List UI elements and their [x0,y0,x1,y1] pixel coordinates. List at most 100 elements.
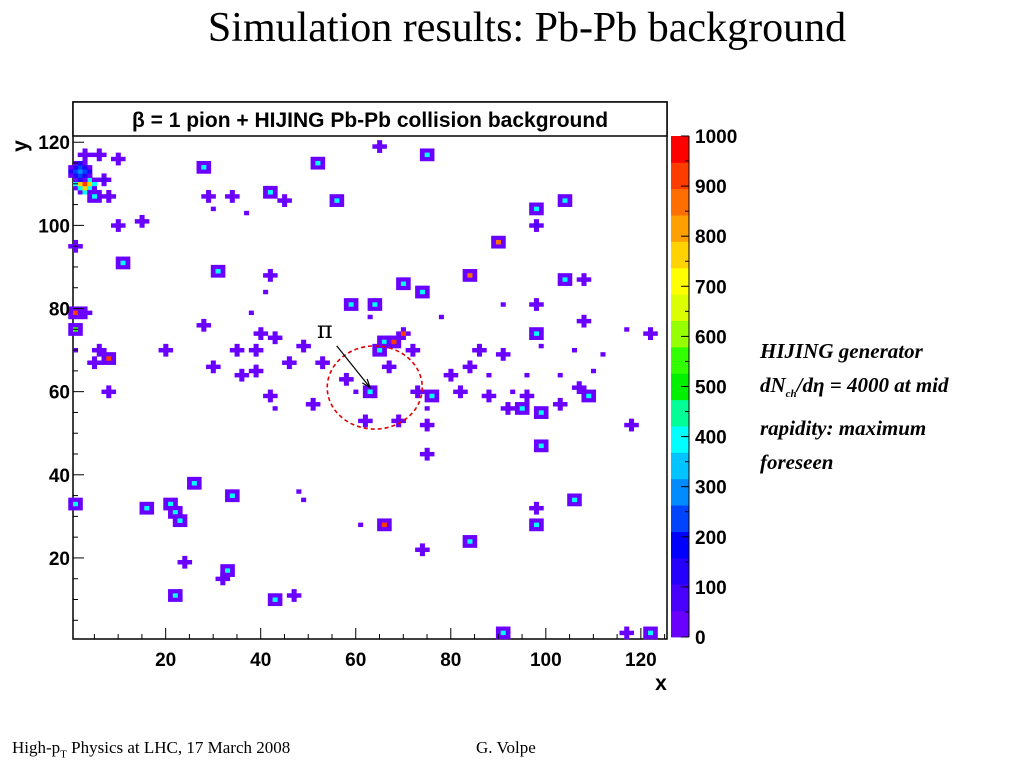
heatmap-cell [400,277,406,282]
heatmap-cell [372,298,378,303]
heatmap-cell [263,393,269,399]
heatmap-cell [505,626,511,631]
heatmap-cell [106,393,112,399]
heatmap-cell [77,152,83,158]
heatmap-cell [410,389,416,395]
color-scale-segment [671,478,689,506]
heatmap-cell [182,518,188,523]
heatmap-cell [462,364,468,370]
heatmap-cell [567,198,573,203]
heatmap-cell [652,630,658,636]
heatmap-cell [462,543,468,548]
heatmap-cell [96,352,102,357]
heatmap-cell [77,169,83,174]
heatmap-cell [476,348,482,353]
heatmap-cell [206,194,212,199]
heatmap-cell [239,377,245,382]
heatmap-cell [77,501,83,507]
heatmap-cell [419,148,425,153]
heatmap-cell [424,393,430,399]
heatmap-cell [120,156,126,162]
y-axis-label: y [9,140,32,152]
heatmap-cell [201,327,207,332]
heatmap-cell [339,202,345,207]
heatmap-cell [286,364,292,370]
heatmap-cell [272,406,278,411]
heatmap-cell [101,152,107,158]
heatmap-cell [538,343,544,349]
heatmap-cell [320,356,326,361]
footer-subscript: T [60,748,67,761]
heatmap-cell [524,397,530,403]
heatmap-cell [381,522,387,528]
y-tick-label: 100 [38,216,70,237]
heatmap-cell [263,289,269,295]
heatmap-cell [543,443,549,449]
heatmap-cell [500,630,506,636]
annotation-line-1: HIJING generator [760,339,923,363]
color-scale-label: 100 [695,578,727,599]
heatmap-cell [557,273,563,278]
heatmap-cell [125,256,131,262]
heatmap-cell [486,393,492,399]
heatmap-cell [220,564,226,569]
heatmap-cell [367,302,373,307]
heatmap-cell [73,165,79,170]
heatmap-cell [177,589,183,594]
heatmap-cell [467,535,473,540]
heatmap-cell [206,323,212,328]
heatmap-cell [533,327,539,332]
heatmap-cell [168,589,174,594]
heatmap-cell [538,447,544,453]
heatmap-cell [538,210,544,216]
heatmap-cell [334,202,340,207]
heatmap-cell [315,165,321,170]
heatmap-cell [519,406,525,411]
heatmap-cell [182,564,188,569]
color-scale-segment [671,188,689,216]
heatmap-cell [253,331,259,336]
heatmap-cell [239,348,245,353]
heatmap-cell [225,564,231,569]
heatmap-cell [372,385,378,390]
x-tick-label: 60 [345,650,366,671]
heatmap-cell [424,422,430,428]
heatmap-cell [106,352,112,357]
heatmap-cell [343,381,349,386]
heatmap-cell [647,634,654,640]
heatmap-cell [96,198,102,203]
heatmap-cell [263,273,269,278]
heatmap-cell [120,260,126,266]
heatmap-cell [538,410,544,415]
heatmap-cell [301,343,307,349]
heatmap-cell [68,497,74,503]
heatmap-cell [529,526,535,532]
heatmap-cell [562,198,568,203]
heatmap-cell [206,165,212,170]
heatmap-cell [505,406,511,411]
heatmap-cell [310,165,316,170]
heatmap-cell [87,198,93,203]
heatmap-cell [424,293,430,299]
heatmap-cell [73,331,79,336]
heatmap-cell [111,194,117,199]
heatmap-cell [419,543,425,548]
heatmap-cell [196,476,202,482]
heatmap-cell [576,501,582,507]
heatmap-cell [291,597,297,602]
heatmap-cell [429,389,435,395]
heatmap-cell [543,406,549,411]
x-tick-label: 120 [625,650,657,671]
heatmap-cell [111,352,117,357]
heatmap-cell [557,194,563,199]
heatmap-cell [481,393,487,399]
heatmap-cell [296,343,302,349]
heatmap-cell [239,368,245,374]
heatmap-cell [562,402,568,407]
heatmap-cell [263,194,269,199]
heatmap-cell [410,348,416,353]
heatmap-cell [96,148,102,153]
heatmap-cell [543,439,549,444]
heatmap-cell [206,169,212,174]
heatmap-cell [206,190,212,195]
